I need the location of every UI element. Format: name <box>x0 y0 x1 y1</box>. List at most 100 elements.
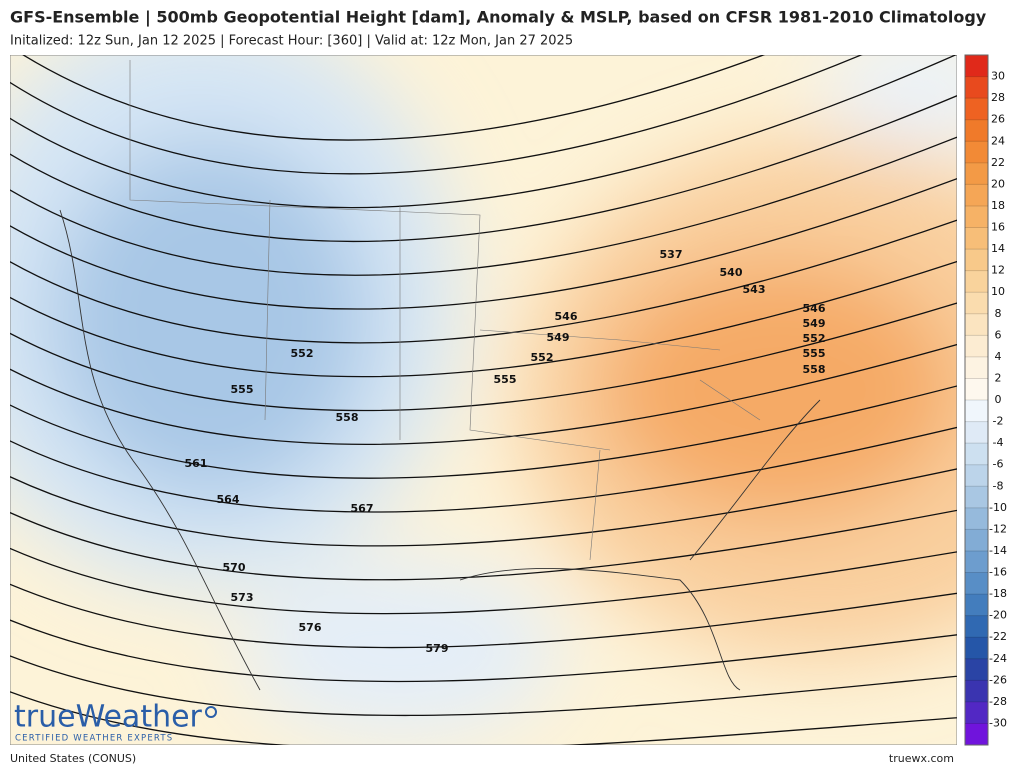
colorbar-swatch <box>965 184 988 207</box>
colorbar-tick-label: 14 <box>991 242 1005 255</box>
colorbar-swatch <box>965 119 988 142</box>
footer-site: truewx.com <box>889 752 954 765</box>
title: GFS-Ensemble | 500mb Geopotential Height… <box>10 8 987 28</box>
contour-label: 555 <box>494 373 517 386</box>
colorbar-swatch <box>965 270 988 293</box>
colorbar-tick-label: -24 <box>989 652 1007 665</box>
contour-line <box>10 426 957 513</box>
colorbar-tick-label: -30 <box>989 716 1007 729</box>
contour-line <box>10 177 957 310</box>
contour-line <box>10 619 957 683</box>
colorbar-tick-label: 2 <box>995 371 1002 384</box>
contour-label: 564 <box>217 493 240 506</box>
colorbar-tick-label: 10 <box>991 285 1005 298</box>
contour-line <box>10 583 957 649</box>
colorbar-tick-label: 30 <box>991 70 1005 83</box>
colorbar-tick-label: 26 <box>991 113 1005 126</box>
contour-line <box>10 509 957 581</box>
colorbar-swatch <box>965 658 988 681</box>
contour-line <box>10 94 957 242</box>
contour-label: 540 <box>720 266 743 279</box>
colorbar-swatch <box>965 637 988 660</box>
contour-label: 561 <box>185 457 208 470</box>
colorbar-swatch <box>965 55 988 78</box>
colorbar-swatch <box>965 486 988 509</box>
colorbar-swatch <box>965 335 988 358</box>
colorbar-swatch <box>965 141 988 164</box>
colorbar-tick-label: -10 <box>989 501 1007 514</box>
colorbar-tick-label: -4 <box>993 436 1004 449</box>
contour-label: 576 <box>299 621 322 634</box>
colorbar-swatch <box>965 464 988 487</box>
colorbar-tick-label: -26 <box>989 673 1007 686</box>
contour-line <box>10 55 957 209</box>
contour-label: 546 <box>555 310 578 323</box>
logo-dot <box>205 706 217 718</box>
contour-label: 552 <box>291 347 314 360</box>
colorbar-tick-label: -2 <box>993 415 1004 428</box>
colorbar-swatch <box>965 292 988 315</box>
colorbar-tick-label: 20 <box>991 177 1005 190</box>
colorbar-swatch <box>965 572 988 595</box>
colorbar-tick-label: 8 <box>995 307 1002 320</box>
contour-line <box>10 302 957 412</box>
contour-line <box>10 691 957 745</box>
colorbar-swatch <box>965 529 988 552</box>
contour-line <box>22 55 765 141</box>
colorbar-swatch <box>965 550 988 573</box>
colorbar-tick-label: 0 <box>995 393 1002 406</box>
colorbar-tick-label: 22 <box>991 156 1005 169</box>
contour-line <box>10 260 957 378</box>
logo-tagline: CERTIFIED WEATHER EXPERTS <box>15 734 173 744</box>
contour-line <box>10 468 957 547</box>
colorbar-swatch <box>965 356 988 379</box>
contour-line <box>10 655 957 717</box>
colorbar-tick-label: -22 <box>989 630 1007 643</box>
colorbar-tick-label: -16 <box>989 566 1007 579</box>
colorbar-tick-label: -6 <box>993 458 1004 471</box>
colorbar-swatch <box>965 443 988 466</box>
colorbar-frame <box>964 54 989 746</box>
colorbar-swatch <box>965 313 988 336</box>
contour-line <box>10 343 957 446</box>
logo: trueWeather <box>14 700 203 735</box>
colorbar-tick-label: 12 <box>991 264 1005 277</box>
contour-label: 573 <box>231 591 254 604</box>
contour-line <box>10 136 957 276</box>
contour-line <box>10 547 957 615</box>
contour-line <box>10 385 957 479</box>
colorbar-swatch <box>965 76 988 99</box>
contour-label: 543 <box>743 283 766 296</box>
contour-label: 537 <box>660 248 683 261</box>
colorbar-swatch <box>965 701 988 724</box>
colorbar-swatch <box>965 162 988 185</box>
colorbar-swatch <box>965 249 988 272</box>
colorbar-tick-label: -20 <box>989 609 1007 622</box>
colorbar-swatch <box>965 98 988 121</box>
contour-line <box>10 219 957 344</box>
colorbar-tick-label: 16 <box>991 221 1005 234</box>
contour-label: 579 <box>426 642 449 655</box>
contour-label: 558 <box>803 363 826 376</box>
contour-label: 549 <box>547 331 570 344</box>
colorbar-swatch <box>965 378 988 401</box>
colorbar-tick-label: 24 <box>991 134 1005 147</box>
colorbar-tick-label: 18 <box>991 199 1005 212</box>
colorbar: 302826242220181614121086420-2-4-6-8-10-1… <box>964 54 1007 746</box>
colorbar-swatch <box>965 400 988 423</box>
contour-label: 552 <box>803 332 826 345</box>
colorbar-swatch <box>965 205 988 228</box>
contour-label: 567 <box>351 502 374 515</box>
colorbar-tick-label: -28 <box>989 695 1007 708</box>
colorbar-swatch <box>965 227 988 250</box>
colorbar-tick-label: 4 <box>995 350 1002 363</box>
colorbar-tick-label: -8 <box>993 479 1004 492</box>
contour-label: 549 <box>803 317 826 330</box>
contour-label: 552 <box>531 351 554 364</box>
colorbar-tick-label: -14 <box>989 544 1007 557</box>
colorbar-swatch <box>965 680 988 703</box>
contour-label: 570 <box>223 561 246 574</box>
colorbar-tick-label: -12 <box>989 522 1007 535</box>
